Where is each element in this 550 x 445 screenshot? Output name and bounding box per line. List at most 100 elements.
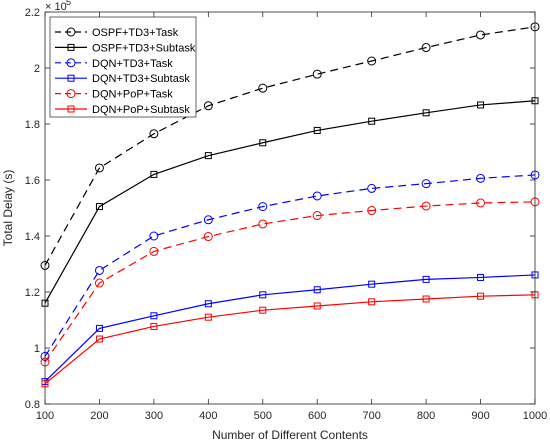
data-point (367, 183, 377, 193)
data-point (204, 313, 212, 321)
data-point (259, 139, 267, 147)
x-tick-label: 700 (362, 410, 380, 422)
data-point (149, 129, 159, 139)
data-point (204, 152, 212, 160)
legend-marker (67, 74, 75, 82)
y-axis-label: Total Delay (s) (1, 170, 15, 247)
data-point (367, 206, 377, 216)
data-point (95, 324, 103, 332)
data-point (258, 202, 268, 212)
series-line (44, 274, 536, 383)
data-point (150, 312, 158, 320)
x-axis-label: Number of Different Contents (212, 428, 368, 442)
data-point (422, 275, 430, 283)
series-line (44, 26, 536, 266)
y-tick-label: 0.8 (25, 399, 40, 411)
data-point (368, 298, 376, 306)
data-point (367, 56, 377, 66)
data-point (258, 83, 268, 93)
y-tick-label: 1 (34, 343, 40, 355)
legend-item: OSPF+TD3+Task (55, 27, 179, 39)
series-layer (40, 22, 540, 388)
legend-item: DQN+PoP+Subtask (55, 104, 190, 116)
series-line (44, 100, 536, 304)
data-point (421, 43, 431, 53)
data-point (422, 295, 430, 303)
data-point (150, 170, 158, 178)
x-tick-label: 200 (90, 410, 108, 422)
legend-label: DQN+TD3+Task (92, 58, 173, 70)
legend-item: DQN+PoP+Task (55, 89, 173, 101)
data-point (312, 211, 322, 221)
y-tick-label: 1.8 (25, 119, 40, 131)
legend-marker (66, 89, 76, 99)
data-point (313, 302, 321, 310)
data-point (476, 30, 486, 40)
data-point (368, 280, 376, 288)
y-tick-label: 1.6 (25, 175, 40, 187)
data-point (422, 109, 430, 117)
x-axis-ticks: 100 200 300 400 500 600 700 800 900 1000 (36, 12, 547, 422)
legend-label: DQN+PoP+Subtask (92, 104, 190, 116)
legend: OSPF+TD3+Task OSPF+TD3+Subtask DQN+TD3+Tas… (49, 16, 197, 118)
x-tick-label: 100 (36, 410, 54, 422)
legend-label: DQN+PoP+Task (92, 89, 173, 101)
y-tick-label: 2 (34, 63, 40, 75)
series-line (44, 294, 536, 385)
y-exponent-base: × 10 (45, 1, 67, 13)
data-point (258, 219, 268, 229)
x-tick-label: 400 (199, 410, 217, 422)
y-tick-label: 1.2 (25, 287, 40, 299)
x-tick-label: 900 (471, 410, 489, 422)
x-tick-label: 600 (308, 410, 326, 422)
legend-marker (67, 105, 75, 113)
legend-item: DQN+TD3+Subtask (55, 73, 190, 85)
y-exponent-power: 5 (66, 0, 71, 7)
data-point (95, 203, 103, 211)
data-point (476, 173, 486, 183)
legend-marker (66, 58, 76, 68)
data-point (94, 265, 104, 275)
data-point (368, 117, 376, 125)
y-tick-label: 1.4 (25, 231, 40, 243)
y-axis-ticks: 0.8 1 1.2 1.4 1.6 1.8 2 2.2 (25, 7, 535, 411)
data-point (95, 335, 103, 343)
legend-item: OSPF+TD3+Subtask (55, 42, 196, 54)
data-point (477, 292, 485, 300)
series-line (44, 201, 536, 363)
legend-label: DQN+TD3+Subtask (92, 73, 190, 85)
data-point (477, 273, 485, 281)
data-point (476, 198, 486, 208)
y-tick-label: 2.2 (25, 7, 40, 19)
data-point (477, 101, 485, 109)
data-point (94, 163, 104, 173)
data-point (203, 232, 213, 242)
data-point (204, 300, 212, 308)
plot-frame (44, 11, 536, 405)
x-tick-label: 500 (254, 410, 272, 422)
data-point (203, 101, 213, 111)
legend-label: OSPF+TD3+Subtask (92, 42, 196, 54)
data-point (313, 286, 321, 294)
data-point (421, 201, 431, 211)
data-point (259, 291, 267, 299)
legend-label: OSPF+TD3+Task (92, 27, 179, 39)
data-point (259, 306, 267, 314)
x-tick-label: 800 (417, 410, 435, 422)
legend-marker (66, 27, 76, 37)
series-line (44, 174, 536, 357)
x-tick-label: 1000 (523, 410, 547, 422)
data-point (312, 69, 322, 79)
data-point (149, 246, 159, 256)
data-point (150, 322, 158, 330)
legend-item: DQN+TD3+Task (55, 58, 173, 70)
data-point (203, 215, 213, 225)
data-point (421, 179, 431, 189)
data-point (312, 191, 322, 201)
legend-marker (67, 43, 75, 51)
data-point (94, 278, 104, 288)
x-tick-label: 300 (145, 410, 163, 422)
data-point (313, 126, 321, 134)
data-point (149, 231, 159, 241)
